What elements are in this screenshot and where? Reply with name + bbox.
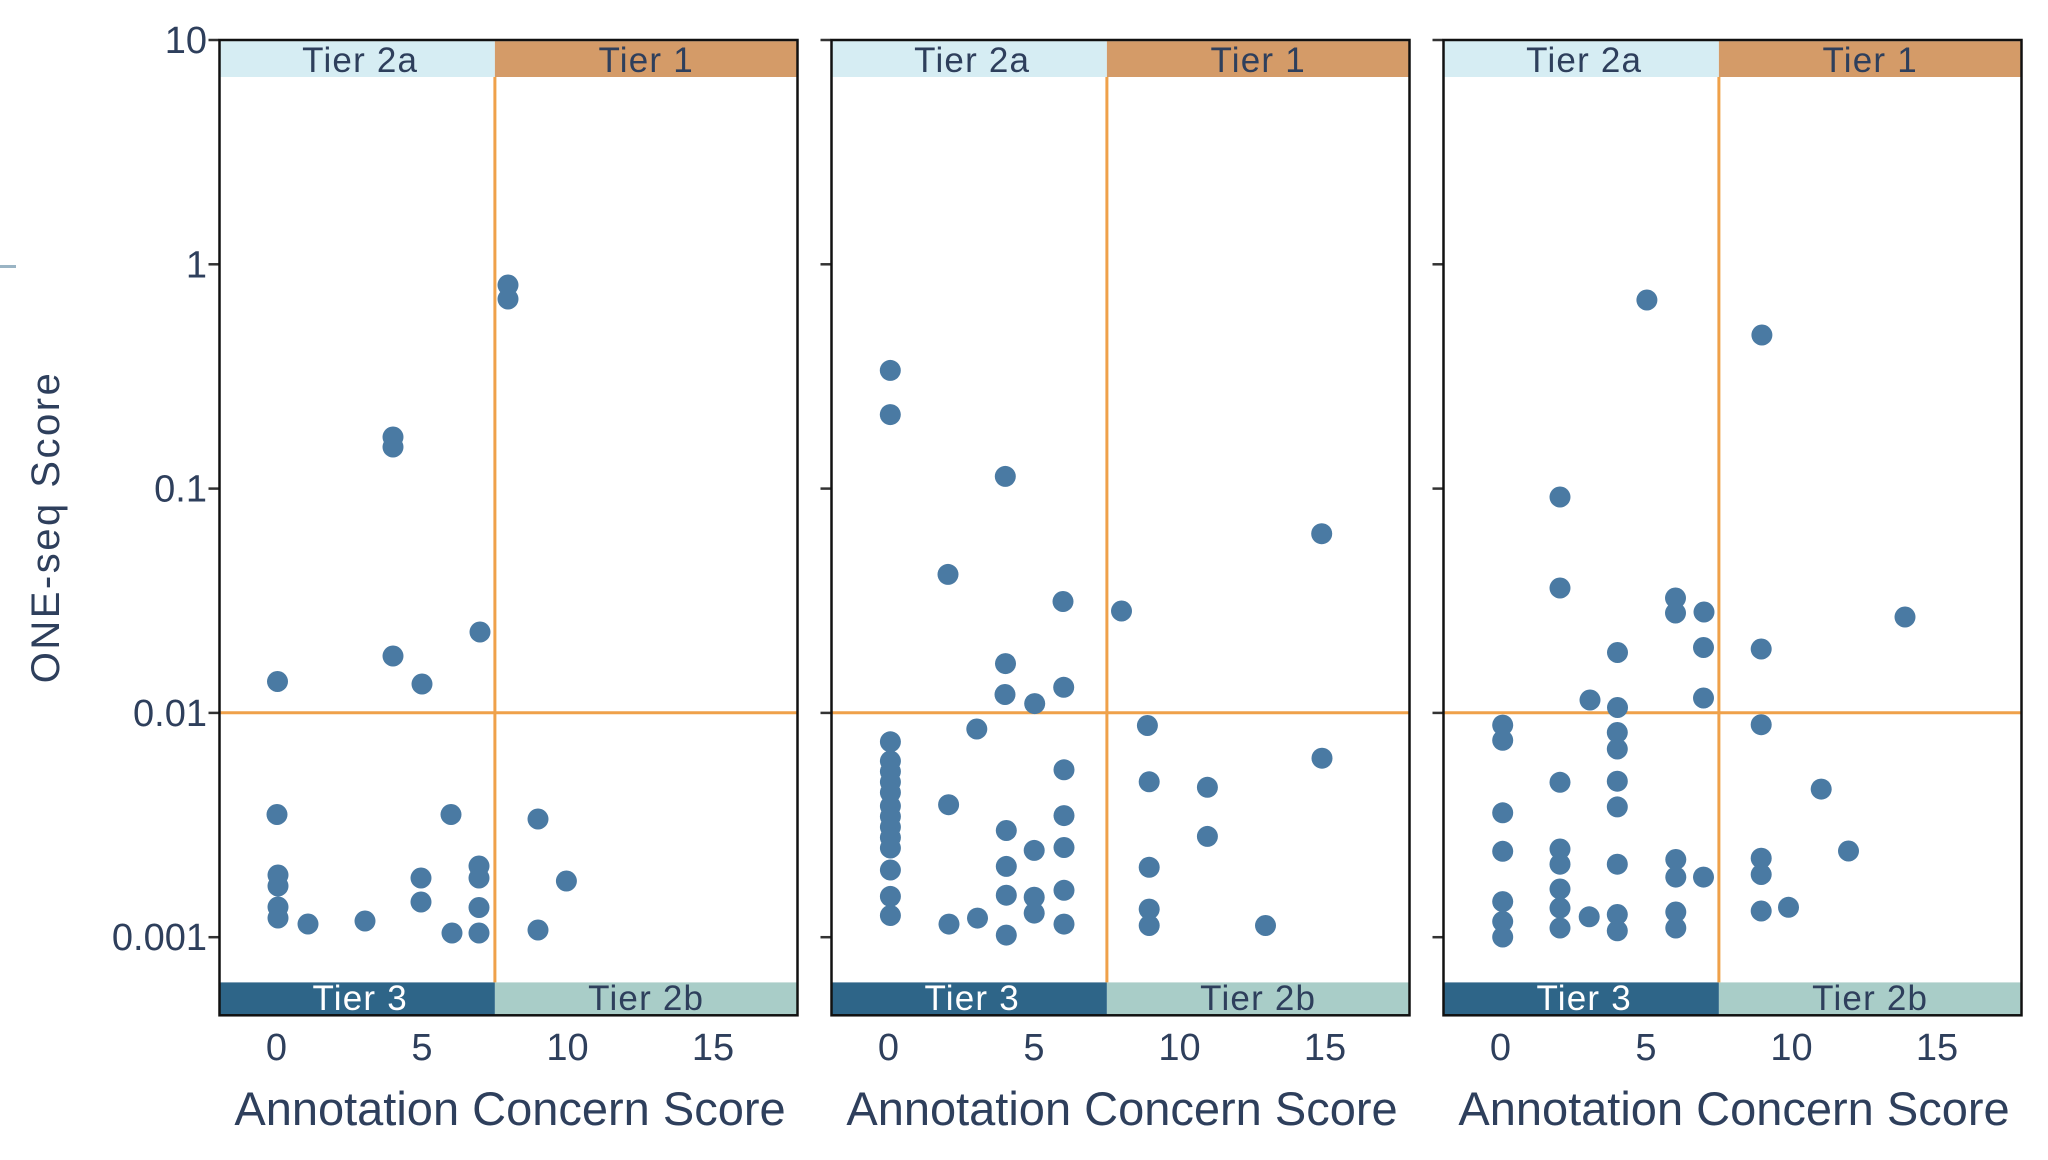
svg-text:10: 10	[1770, 1027, 1812, 1069]
svg-text:Tier 1: Tier 1	[1211, 41, 1306, 80]
svg-text:15: 15	[692, 1027, 734, 1069]
svg-text:0: 0	[1490, 1027, 1511, 1069]
svg-text:Tier 2b: Tier 2b	[1200, 979, 1316, 1018]
svg-text:15: 15	[1304, 1027, 1346, 1069]
svg-text:10: 10	[546, 1027, 588, 1069]
svg-text:Tier 3: Tier 3	[1537, 979, 1632, 1018]
svg-text:5: 5	[1023, 1027, 1044, 1069]
svg-text:Tier 2a: Tier 2a	[1526, 41, 1642, 80]
svg-text:Tier 2a: Tier 2a	[302, 41, 418, 80]
svg-text:0: 0	[266, 1027, 287, 1069]
svg-text:10: 10	[1158, 1027, 1200, 1069]
svg-text:Annotation Concern Score: Annotation Concern Score	[846, 1082, 1397, 1135]
svg-text:5: 5	[411, 1027, 432, 1069]
svg-text:Tier 1: Tier 1	[1823, 41, 1918, 80]
svg-text:0.1: 0.1	[154, 469, 207, 511]
svg-text:15: 15	[1916, 1027, 1958, 1069]
svg-text:Tier 2b: Tier 2b	[1812, 979, 1928, 1018]
svg-text:Tier 3: Tier 3	[313, 979, 408, 1018]
svg-text:0.001: 0.001	[112, 917, 207, 959]
svg-text:1: 1	[186, 244, 207, 286]
svg-text:Tier 2b: Tier 2b	[588, 979, 704, 1018]
svg-text:Tier 3: Tier 3	[925, 979, 1020, 1018]
svg-text:10: 10	[165, 20, 207, 62]
svg-text:0: 0	[878, 1027, 899, 1069]
svg-text:Annotation Concern Score: Annotation Concern Score	[1458, 1082, 2009, 1135]
svg-text:5: 5	[1635, 1027, 1656, 1069]
svg-text:0.01: 0.01	[133, 693, 207, 735]
svg-text:Tier 1: Tier 1	[599, 41, 694, 80]
svg-text:ONE-seq Score: ONE-seq Score	[24, 371, 68, 684]
svg-text:Annotation Concern Score: Annotation Concern Score	[234, 1082, 785, 1135]
svg-text:Tier 2a: Tier 2a	[914, 41, 1030, 80]
